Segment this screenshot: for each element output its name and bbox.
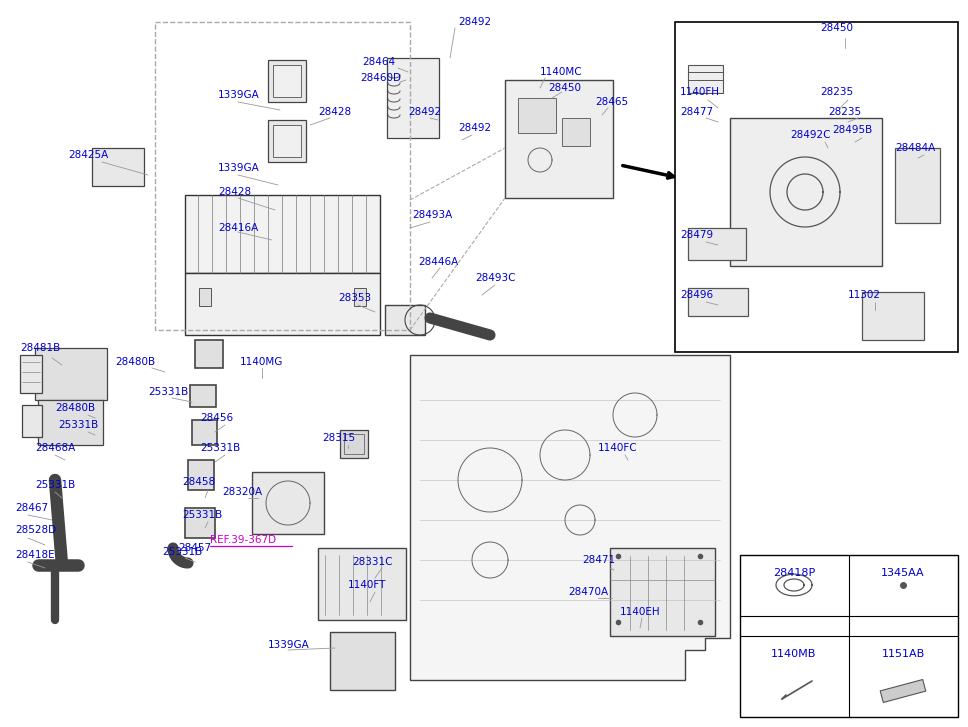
Bar (185, 195, 380, 273)
Bar (330, 632, 395, 690)
Bar (862, 292, 924, 340)
Text: 28425A: 28425A (68, 150, 108, 160)
Bar (318, 548, 406, 620)
Text: 28428: 28428 (218, 187, 251, 197)
Bar (268, 60, 306, 102)
Bar (385, 305, 425, 335)
Text: 28315: 28315 (322, 433, 355, 443)
Bar (505, 80, 613, 198)
Bar (895, 148, 940, 223)
Text: 1345AA: 1345AA (881, 568, 924, 578)
Text: 28460D: 28460D (360, 73, 401, 83)
Bar (730, 118, 882, 266)
Text: 28416A: 28416A (218, 223, 258, 233)
Bar (688, 228, 746, 260)
Text: 1140EH: 1140EH (620, 607, 660, 617)
Text: 28235: 28235 (820, 87, 853, 97)
Text: 28464: 28464 (362, 57, 395, 67)
Bar (675, 22, 958, 352)
Text: 1151AB: 1151AB (882, 649, 924, 659)
Text: 28495B: 28495B (832, 125, 872, 135)
Bar (185, 508, 215, 538)
Text: 28450: 28450 (820, 23, 853, 33)
Text: 28467: 28467 (15, 503, 48, 513)
Bar (740, 555, 958, 717)
Bar (562, 118, 590, 146)
Bar (688, 65, 723, 93)
Text: 28480B: 28480B (115, 357, 155, 367)
Text: 25331B: 25331B (200, 443, 240, 453)
Bar (190, 385, 216, 407)
Bar (252, 472, 324, 534)
Text: 1339GA: 1339GA (218, 163, 259, 173)
Text: 1140MC: 1140MC (540, 67, 583, 77)
Text: 1339GA: 1339GA (268, 640, 310, 650)
Text: 28428: 28428 (318, 107, 351, 117)
Text: 28481B: 28481B (20, 343, 60, 353)
Text: 28493C: 28493C (475, 273, 516, 283)
Text: 28492C: 28492C (790, 130, 831, 140)
Bar (22, 405, 42, 437)
Text: REF.39-367D: REF.39-367D (210, 535, 276, 545)
Text: 25331B: 25331B (182, 510, 223, 520)
Bar (273, 65, 301, 97)
Bar (195, 340, 223, 368)
Bar (340, 430, 368, 458)
Text: 28320A: 28320A (222, 487, 262, 497)
Text: 28492: 28492 (458, 17, 491, 27)
Bar (518, 98, 556, 133)
Text: 1339GA: 1339GA (218, 90, 259, 100)
Bar (354, 288, 366, 306)
Text: 28484A: 28484A (895, 143, 935, 153)
Bar (38, 400, 103, 445)
Text: 28528D: 28528D (15, 525, 56, 535)
Text: 1140FH: 1140FH (680, 87, 720, 97)
Text: 28465: 28465 (595, 97, 628, 107)
Bar (688, 288, 748, 316)
Bar (344, 434, 364, 454)
Bar (20, 355, 42, 393)
Text: 28477: 28477 (680, 107, 713, 117)
Text: 28331C: 28331C (352, 557, 392, 567)
Text: 28457: 28457 (178, 543, 211, 553)
Text: 28470A: 28470A (568, 587, 608, 597)
Bar (387, 58, 439, 138)
Text: 25331B: 25331B (58, 420, 98, 430)
Text: 28456: 28456 (200, 413, 233, 423)
Text: 28496: 28496 (680, 290, 713, 300)
Text: 28480B: 28480B (55, 403, 95, 413)
Text: 28458: 28458 (182, 477, 215, 487)
Text: 28418E: 28418E (15, 550, 54, 560)
Text: 28235: 28235 (828, 107, 862, 117)
Text: 25331B: 25331B (162, 547, 202, 557)
Text: 11302: 11302 (848, 290, 881, 300)
Text: 1140FC: 1140FC (598, 443, 638, 453)
Polygon shape (410, 355, 730, 680)
Text: 28353: 28353 (338, 293, 371, 303)
Bar (185, 273, 380, 335)
Text: 28471: 28471 (582, 555, 615, 565)
Bar (268, 120, 306, 162)
Bar (92, 148, 144, 186)
Text: 1140MG: 1140MG (240, 357, 284, 367)
Bar (192, 420, 217, 445)
Bar (188, 460, 214, 490)
Text: 28446A: 28446A (418, 257, 458, 267)
Bar (35, 348, 107, 400)
Text: 28479: 28479 (680, 230, 713, 240)
Bar (610, 548, 715, 636)
Text: 28492: 28492 (458, 123, 491, 133)
Text: 28493A: 28493A (412, 210, 452, 220)
Text: 28492: 28492 (408, 107, 441, 117)
Text: 25331B: 25331B (35, 480, 76, 490)
Bar (880, 680, 925, 702)
Text: 28450: 28450 (548, 83, 581, 93)
Text: 25331B: 25331B (148, 387, 188, 397)
Text: 1140MB: 1140MB (771, 649, 817, 659)
Text: 28418P: 28418P (772, 568, 815, 578)
Bar (273, 125, 301, 157)
Bar (199, 288, 211, 306)
Text: 1140FT: 1140FT (348, 580, 386, 590)
Text: 28468A: 28468A (35, 443, 76, 453)
